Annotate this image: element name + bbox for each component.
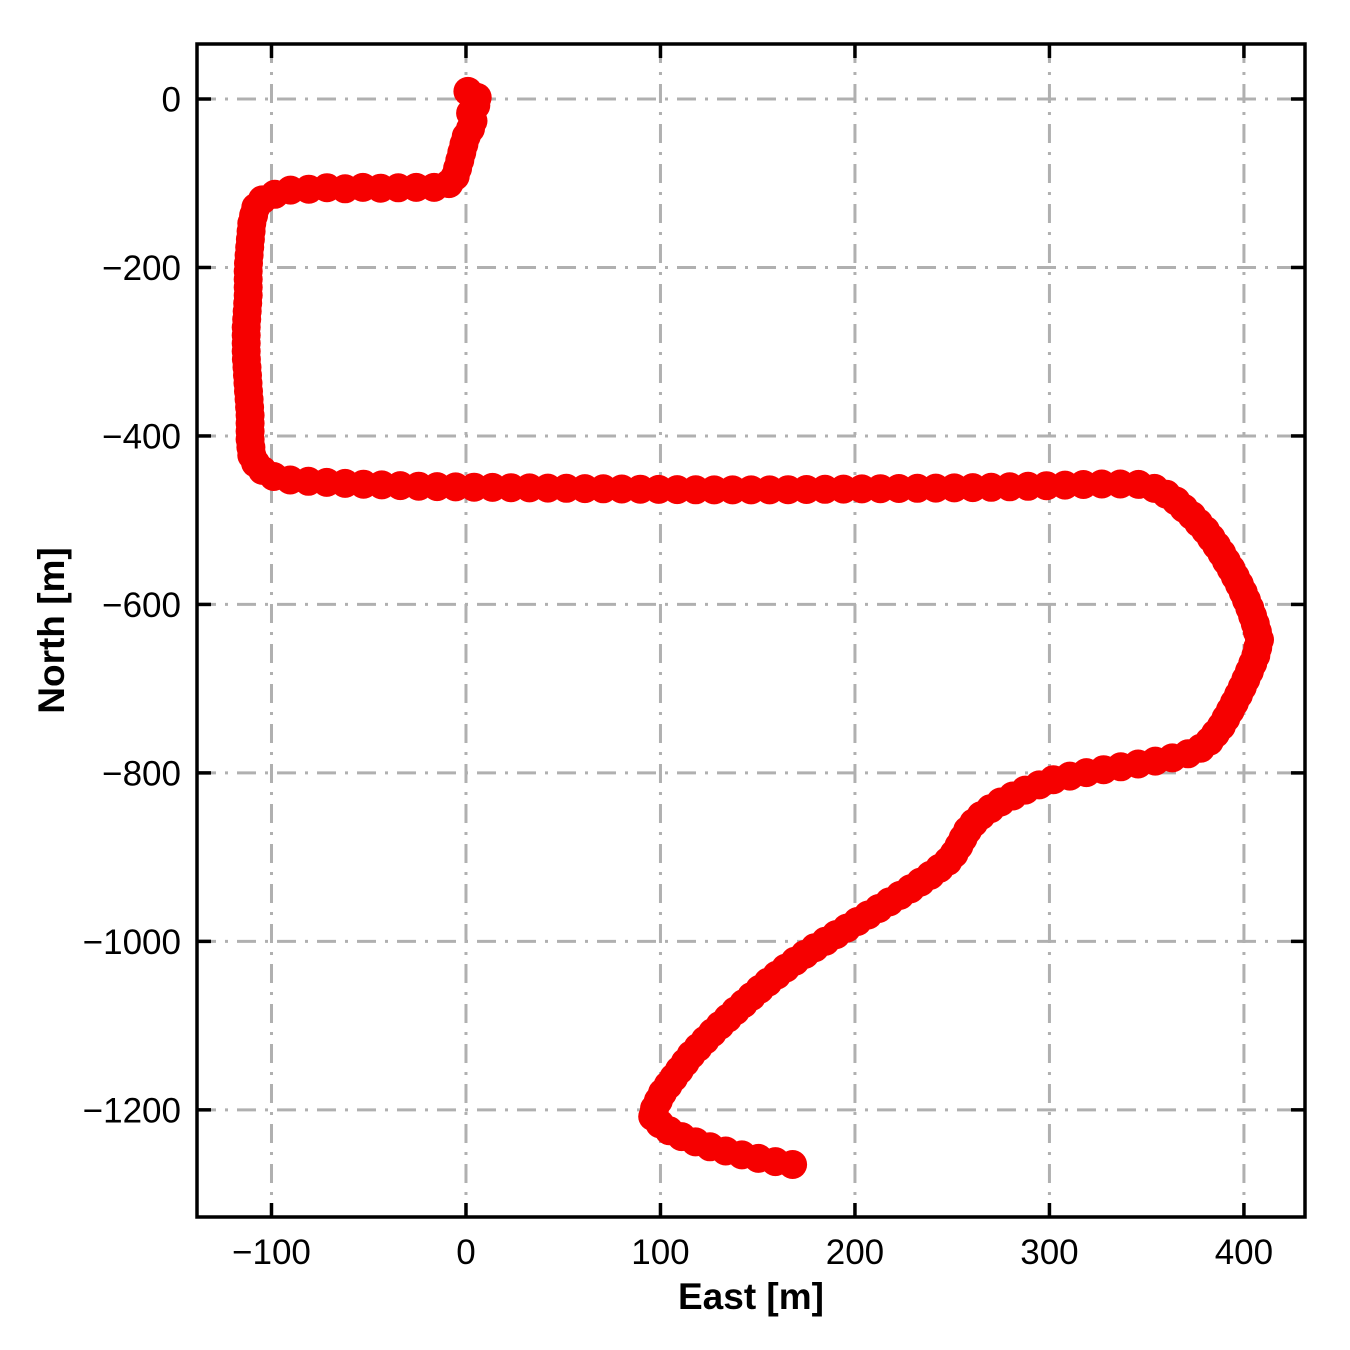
x-tick-label: −100 bbox=[232, 1233, 311, 1272]
y-tick-label: −200 bbox=[102, 249, 181, 288]
y-tick-label: 0 bbox=[162, 81, 181, 120]
x-tick-label: 0 bbox=[456, 1233, 475, 1272]
axes-layer bbox=[195, 42, 1307, 1219]
tick-label-layer: −100 0 100 200 300 4000−200−400−600−800−1000−… bbox=[83, 81, 1273, 1272]
plot-border bbox=[195, 42, 1307, 1219]
y-axis-label: North [m] bbox=[31, 547, 72, 713]
y-tick-label: −400 bbox=[102, 417, 181, 456]
x-tick-label: 200 bbox=[826, 1233, 884, 1272]
x-tick-label: 100 bbox=[631, 1233, 689, 1272]
trajectory-series bbox=[231, 76, 1274, 1179]
x-tick-label: 400 bbox=[1215, 1233, 1273, 1272]
trajectory-dot bbox=[778, 1150, 808, 1179]
grid-layer bbox=[197, 44, 1305, 1217]
y-tick-label: −600 bbox=[102, 586, 181, 625]
x-tick-label: 300 bbox=[1020, 1233, 1078, 1272]
y-tick-label: −1200 bbox=[83, 1091, 181, 1130]
x-axis-label: East [m] bbox=[678, 1276, 824, 1317]
y-tick-label: −800 bbox=[102, 754, 181, 793]
y-tick-label: −1000 bbox=[83, 923, 181, 962]
